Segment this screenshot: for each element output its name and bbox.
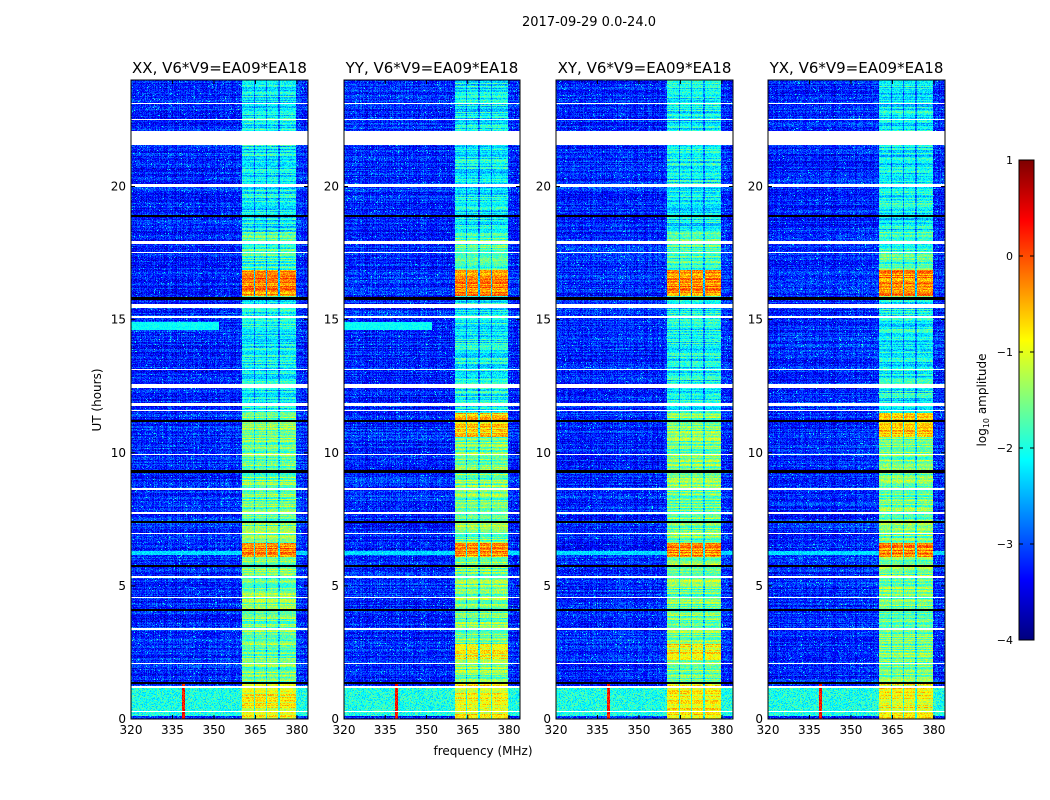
colorbar-gradient (1019, 160, 1034, 640)
x-tick-label: 350 (415, 723, 438, 737)
panel-title: YX, V6*V9=EA09*EA18 (769, 59, 944, 77)
spectrogram-yy (344, 80, 520, 719)
x-tick-label: 365 (456, 723, 479, 737)
x-tick-label: 365 (881, 723, 904, 737)
colorbar-tick-label: 1 (1006, 154, 1013, 167)
panel-title: XX, V6*V9=EA09*EA18 (132, 59, 307, 77)
y-tick-label: 0 (755, 712, 763, 726)
spectrogram-xx (131, 80, 308, 719)
y-tick-label: 20 (111, 180, 126, 194)
x-tick-label: 350 (628, 723, 651, 737)
y-tick-label: 10 (536, 446, 551, 460)
colorbar-tick-label: 0 (1006, 250, 1013, 263)
colorbar-label-suffix: amplitude (975, 354, 989, 418)
y-tick-label: 5 (543, 579, 551, 593)
colorbar-tick-label: −4 (997, 634, 1013, 647)
axes-frame (767, 79, 946, 720)
x-tick-label: 365 (244, 723, 267, 737)
panel-title: XY, V6*V9=EA09*EA18 (558, 59, 732, 77)
x-tick-label: 380 (922, 723, 945, 737)
y-tick-label: 10 (748, 446, 763, 460)
x-tick-label: 335 (161, 723, 184, 737)
x-tick-label: 335 (374, 723, 397, 737)
y-tick-label: 0 (118, 712, 126, 726)
y-tick-label: 15 (536, 313, 551, 327)
y-tick-label: 10 (111, 446, 126, 460)
x-tick-label: 320 (333, 723, 356, 737)
figure-suptitle: 2017-09-29 0.0-24.0 (522, 15, 656, 30)
x-tick-label: 320 (545, 723, 568, 737)
axes-frame (343, 79, 521, 720)
x-tick-label: 365 (669, 723, 692, 737)
x-tick-label: 335 (586, 723, 609, 737)
colorbar-tick-label: −1 (997, 346, 1013, 359)
y-tick-label: 0 (331, 712, 339, 726)
axes-frame (555, 79, 734, 720)
colorbar-tick-label: −2 (997, 442, 1013, 455)
x-tick-label: 380 (285, 723, 308, 737)
x-tick-label: 320 (120, 723, 143, 737)
y-tick-label: 15 (111, 313, 126, 327)
x-axis-label: frequency (MHz) (433, 744, 532, 758)
colorbar-label-sub: 10 (982, 418, 991, 428)
y-tick-label: 20 (324, 180, 339, 194)
colorbar-tick-label: −3 (997, 538, 1013, 551)
spectrogram-yx (768, 80, 945, 719)
x-tick-label: 380 (498, 723, 521, 737)
colorbar-frame (1018, 159, 1035, 641)
y-tick-label: 0 (543, 712, 551, 726)
colorbar-label: log10 amplitude (975, 354, 991, 447)
x-tick-label: 350 (203, 723, 226, 737)
y-tick-label: 5 (331, 579, 339, 593)
y-tick-label: 5 (118, 579, 126, 593)
x-tick-label: 320 (757, 723, 780, 737)
y-tick-label: 20 (748, 180, 763, 194)
panel-title: YY, V6*V9=EA09*EA18 (345, 59, 519, 77)
y-tick-label: 15 (748, 313, 763, 327)
x-tick-label: 350 (840, 723, 863, 737)
y-tick-label: 15 (324, 313, 339, 327)
y-axis-label: UT (hours) (90, 368, 104, 431)
spectrogram-xy (556, 80, 733, 719)
x-tick-label: 335 (798, 723, 821, 737)
y-tick-label: 5 (755, 579, 763, 593)
y-tick-label: 20 (536, 180, 551, 194)
colorbar-label-log: log (975, 428, 989, 446)
axes-frame (130, 79, 309, 720)
x-tick-label: 380 (710, 723, 733, 737)
y-tick-label: 10 (324, 446, 339, 460)
